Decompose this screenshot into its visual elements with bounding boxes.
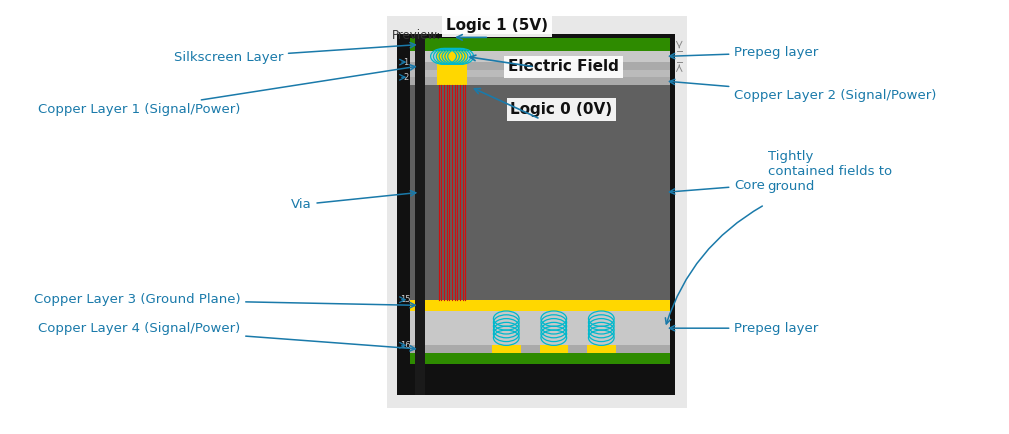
- Bar: [411, 311, 670, 345]
- Bar: [411, 85, 670, 300]
- Bar: [411, 300, 670, 311]
- Bar: [540, 345, 568, 353]
- Text: Preview:: Preview:: [393, 29, 442, 42]
- Text: 1: 1: [403, 58, 409, 66]
- Bar: [411, 70, 670, 77]
- Text: Prepeg layer: Prepeg layer: [669, 322, 818, 335]
- Text: 15: 15: [401, 295, 411, 304]
- Bar: [411, 353, 670, 364]
- Bar: [397, 33, 675, 395]
- Text: Copper Layer 1 (Signal/Power): Copper Layer 1 (Signal/Power): [37, 65, 416, 116]
- Bar: [415, 33, 426, 395]
- Bar: [411, 345, 670, 353]
- Bar: [411, 51, 670, 62]
- Bar: [587, 345, 615, 353]
- Text: Electric Field: Electric Field: [508, 59, 619, 74]
- Text: Silkscreen Layer: Silkscreen Layer: [174, 43, 416, 64]
- Text: 2: 2: [403, 73, 409, 82]
- Text: Copper Layer 3 (Ground Plane): Copper Layer 3 (Ground Plane): [33, 293, 416, 308]
- Text: Prepeg layer: Prepeg layer: [669, 46, 818, 59]
- Text: 16: 16: [401, 341, 411, 350]
- Bar: [387, 16, 687, 408]
- Bar: [411, 77, 670, 85]
- Bar: [411, 38, 670, 51]
- Text: Core: Core: [669, 179, 765, 194]
- Text: Copper Layer 2 (Signal/Power): Copper Layer 2 (Signal/Power): [669, 79, 936, 102]
- Bar: [437, 51, 467, 85]
- Bar: [492, 345, 521, 353]
- Bar: [411, 62, 670, 70]
- Text: Copper Layer 4 (Signal/Power): Copper Layer 4 (Signal/Power): [38, 322, 416, 351]
- Text: Via: Via: [291, 191, 416, 211]
- Text: Tightly
contained fields to
ground: Tightly contained fields to ground: [768, 150, 892, 193]
- Text: Logic 1 (5V): Logic 1 (5V): [446, 19, 548, 33]
- Text: Logic 0 (0V): Logic 0 (0V): [511, 102, 612, 117]
